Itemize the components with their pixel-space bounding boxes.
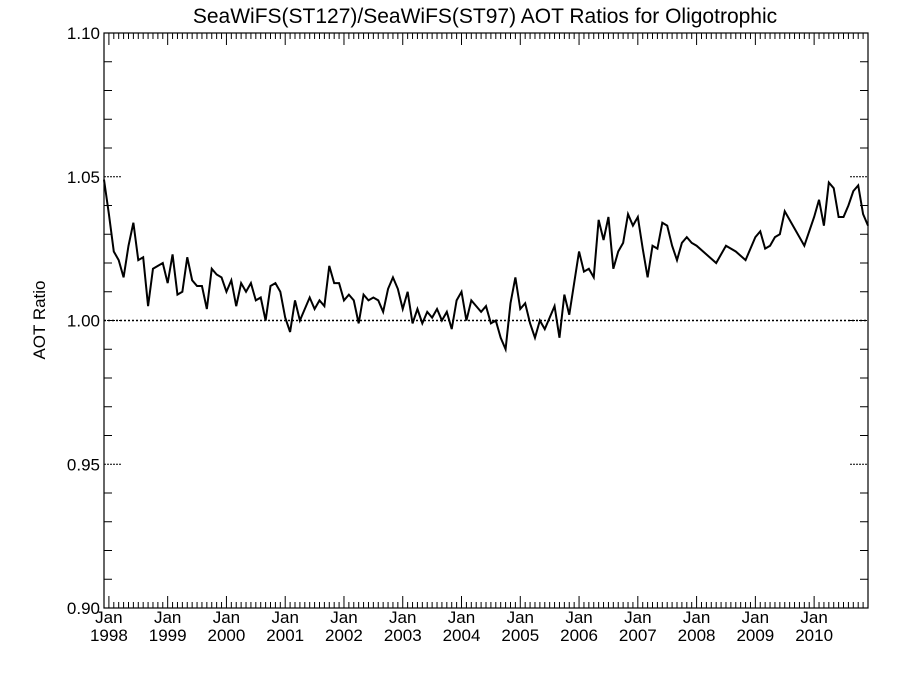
y-tick-label: 0.90 [67, 599, 100, 618]
y-tick-label: 0.95 [67, 455, 100, 474]
chart-title: SeaWiFS(ST127)/SeaWiFS(ST97) AOT Ratios … [193, 5, 777, 28]
x-tick-label-year: 2002 [325, 626, 363, 645]
x-tick-label-month: Jan [330, 608, 357, 627]
x-tick-label-month: Jan [154, 608, 181, 627]
x-tick-label-month: Jan [271, 608, 298, 627]
x-tick-label-month: Jan [389, 608, 416, 627]
x-tick-label-year: 2006 [560, 626, 598, 645]
x-tick-label-month: Jan [213, 608, 240, 627]
y-axis-ticks: 0.90 0.95 1.00 1.05 1.10 [67, 24, 868, 618]
x-tick-label-month: Jan [742, 608, 769, 627]
x-tick-label-year: 1998 [90, 626, 128, 645]
x-tick-label-year: 2003 [384, 626, 422, 645]
y-tick-label: 1.05 [67, 168, 100, 187]
x-tick-label-year: 2010 [795, 626, 833, 645]
x-tick-label-year: 2008 [678, 626, 716, 645]
x-tick-label-month: Jan [565, 608, 592, 627]
x-tick-label-month: Jan [683, 608, 710, 627]
x-tick-label-year: 2001 [266, 626, 304, 645]
x-tick-label-year: 2009 [736, 626, 774, 645]
y-tick-label: 1.10 [67, 24, 100, 43]
x-tick-label-month: Jan [800, 608, 827, 627]
x-tick-label-month: Jan [448, 608, 475, 627]
x-tick-label-year: 2004 [443, 626, 481, 645]
x-tick-label-year: 2000 [208, 626, 246, 645]
x-axis-ticks: Jan1998Jan1999Jan2000Jan2001Jan2002Jan20… [90, 33, 869, 645]
x-tick-label-year: 2005 [501, 626, 539, 645]
x-tick-label-year: 1999 [149, 626, 187, 645]
x-tick-label-month: Jan [507, 608, 534, 627]
x-tick-label-year: 2007 [619, 626, 657, 645]
y-axis-label: AOT Ratio [30, 280, 49, 359]
y-tick-label: 1.00 [67, 312, 100, 331]
x-tick-label-month: Jan [95, 608, 122, 627]
x-tick-label-month: Jan [624, 608, 651, 627]
series-line [103, 179, 869, 354]
